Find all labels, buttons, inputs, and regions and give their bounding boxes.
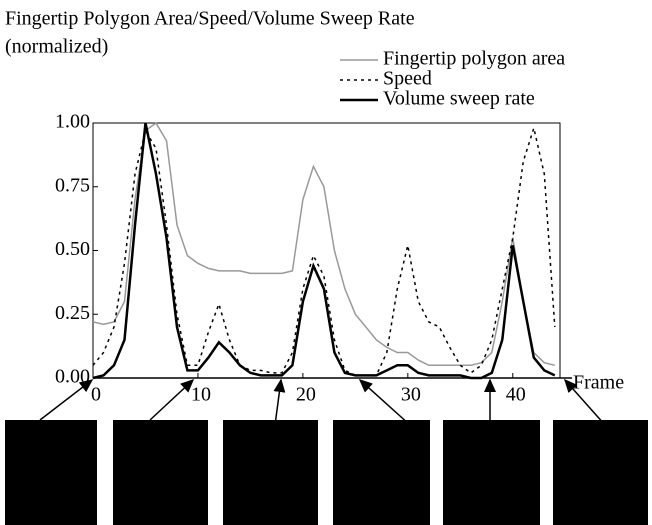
arrow (564, 378, 606, 426)
thumbnail (443, 420, 540, 525)
thumbnail (5, 420, 97, 525)
x-tick-label: 20 (296, 384, 316, 406)
arrows (39, 378, 606, 426)
chart-subtitle: (normalized) (5, 36, 108, 58)
x-tick-label: 40 (506, 384, 526, 406)
thumbnail (333, 420, 430, 525)
x-axis-label: Frame (573, 372, 624, 394)
legend-label: Volume sweep rate (383, 88, 535, 110)
legend-label: Speed (383, 68, 432, 90)
thumbnail (223, 420, 318, 525)
series-line (92, 121, 555, 367)
chart-title: Fingertip Polygon Area/Speed/Volume Swee… (5, 8, 415, 30)
y-tick-label: 0.50 (55, 238, 90, 260)
y-tick-label: 0.25 (55, 302, 90, 324)
thumbnails (5, 420, 648, 525)
legend-label: Fingertip polygon area (383, 48, 565, 70)
arrow (39, 379, 94, 421)
thumbnail (553, 420, 648, 525)
arrow (149, 378, 195, 421)
x-tick-label: 0 (91, 384, 101, 406)
x-tick-label: 30 (401, 384, 421, 406)
y-tick-label: 0.00 (55, 366, 90, 388)
y-tick-label: 0.75 (55, 174, 90, 196)
plot-frame (92, 122, 561, 379)
y-tick-label: 1.00 (55, 111, 90, 133)
thumbnail (113, 420, 208, 525)
x-tick-label: 10 (191, 384, 211, 406)
arrow (358, 378, 411, 426)
arrow (273, 378, 286, 426)
series-line (92, 122, 556, 380)
series-line (92, 125, 556, 377)
